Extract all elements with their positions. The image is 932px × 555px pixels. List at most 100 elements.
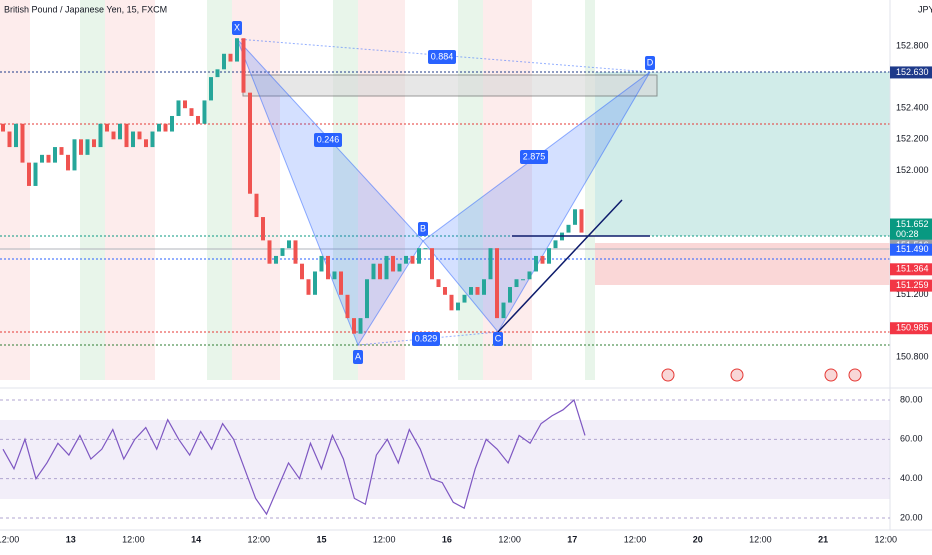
candle — [436, 279, 441, 288]
candle — [40, 154, 44, 163]
candle — [462, 294, 467, 303]
time-label: 12:00 — [373, 534, 396, 544]
candle — [150, 131, 155, 148]
price-badge-label: 151.259 — [896, 280, 929, 290]
candle — [482, 279, 486, 295]
candle — [397, 263, 402, 272]
pattern-point — [232, 21, 242, 35]
candle — [72, 139, 77, 171]
candle — [443, 287, 447, 295]
time-label: 15 — [316, 534, 326, 544]
candle — [111, 131, 116, 140]
pattern-point-label: D — [647, 57, 654, 67]
candle — [339, 271, 343, 295]
candle — [326, 255, 330, 280]
price-tick-label: 152.200 — [896, 134, 929, 144]
candle — [410, 255, 415, 264]
candle — [534, 255, 538, 272]
candle — [183, 100, 187, 109]
candle — [553, 240, 558, 249]
candle — [449, 294, 454, 311]
candle — [163, 123, 168, 132]
candle — [222, 53, 226, 70]
price-badge — [890, 243, 932, 256]
ratio-badge — [314, 133, 342, 147]
ratio-label: 2.875 — [523, 151, 546, 161]
ac-line — [357, 331, 499, 346]
candle — [254, 193, 259, 218]
time-label: 20 — [693, 534, 703, 544]
candle — [14, 123, 18, 148]
ratio-badge — [520, 150, 548, 164]
candle — [98, 123, 103, 148]
pattern-point — [418, 222, 428, 236]
candle — [1, 123, 5, 132]
pattern-point-label: B — [420, 223, 426, 233]
time-label: 17 — [567, 534, 577, 544]
rsi-tick-label: 60.00 — [900, 434, 923, 444]
trend-line — [497, 199, 623, 333]
candle — [430, 248, 434, 280]
candle — [573, 209, 577, 225]
candle — [508, 287, 512, 303]
time-label: 12:00 — [122, 534, 145, 544]
candle — [352, 318, 356, 334]
candle — [475, 287, 480, 295]
candle — [332, 271, 337, 280]
levels — [0, 71, 890, 346]
price-badge-label: 151.652 — [896, 219, 929, 229]
candle — [495, 248, 499, 319]
countdown: 00:28 — [896, 229, 919, 239]
candle — [228, 53, 233, 62]
price-badge-label: 150.985 — [896, 323, 929, 333]
candle — [527, 271, 532, 280]
candle — [306, 279, 311, 295]
candle — [131, 131, 135, 148]
rsi-line — [2, 398, 586, 516]
candle — [456, 302, 460, 311]
time-label: 14 — [191, 534, 201, 544]
candle — [501, 302, 506, 319]
rsi-tick-label: 40.00 — [900, 473, 923, 483]
time-label: 12:00 — [749, 534, 772, 544]
profit-zone — [595, 72, 890, 236]
candle — [79, 139, 83, 155]
candle — [53, 147, 57, 163]
candle — [235, 38, 239, 62]
candle — [579, 209, 584, 233]
candle — [209, 77, 213, 101]
candle — [391, 255, 395, 272]
candle — [280, 248, 285, 256]
candle — [371, 263, 376, 280]
currency: JPY — [918, 4, 932, 14]
title: British Pound / Japanese Yen, 15, FXCM — [4, 4, 167, 14]
rsi-tick-label: 20.00 — [900, 512, 923, 522]
candle — [488, 248, 493, 280]
candle — [189, 108, 194, 116]
price-tick-label: 152.000 — [896, 165, 929, 175]
candle — [27, 162, 31, 186]
candle — [384, 255, 389, 280]
price-badge — [890, 263, 932, 276]
time-label: 12:00 — [0, 534, 19, 544]
xd-line — [236, 38, 651, 73]
candle — [137, 131, 142, 140]
pattern-point — [353, 350, 363, 364]
candle — [7, 131, 12, 148]
candle — [92, 139, 96, 148]
candle — [358, 318, 363, 334]
candle — [124, 123, 129, 148]
candle — [248, 92, 252, 194]
pattern-point-label: X — [234, 22, 240, 32]
price-badge-label: 151.490 — [896, 244, 929, 254]
candle — [274, 255, 278, 264]
time-label: 16 — [442, 534, 452, 544]
candle — [319, 255, 324, 272]
candle — [365, 279, 369, 319]
price-badge-label: 152.630 — [896, 67, 929, 77]
candle — [469, 287, 473, 295]
price-tick-label: 150.800 — [896, 351, 929, 361]
candle — [33, 162, 38, 186]
price-badge — [890, 279, 932, 292]
